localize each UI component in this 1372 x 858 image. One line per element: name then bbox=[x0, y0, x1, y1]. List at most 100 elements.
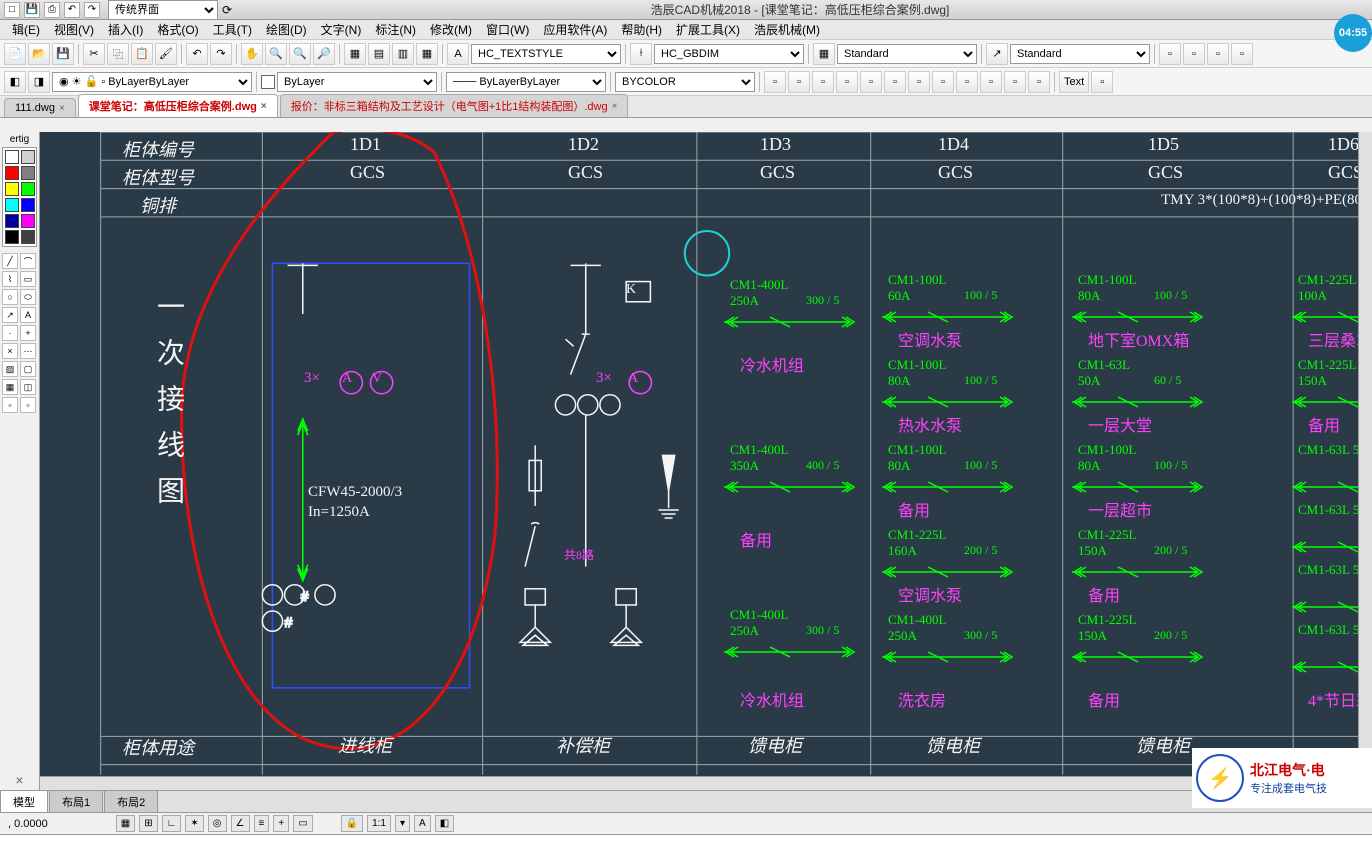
copy-icon[interactable]: ⿻ bbox=[107, 43, 129, 65]
mleader-icon[interactable]: ↗ bbox=[986, 43, 1008, 65]
dim-style-icon[interactable]: ⟊ bbox=[630, 43, 652, 65]
cut-icon[interactable]: ✂ bbox=[83, 43, 105, 65]
model-toggle[interactable]: ▭ bbox=[293, 815, 312, 832]
linetype-combo[interactable]: ─── ByLayerByLayer bbox=[446, 72, 606, 92]
tb2-icon-7[interactable]: ▫ bbox=[908, 71, 930, 93]
add-tool-icon[interactable]: + bbox=[20, 325, 36, 341]
tb2-icon-10[interactable]: ▫ bbox=[980, 71, 1002, 93]
color-swatch-gray[interactable] bbox=[21, 150, 35, 164]
qat-undo-icon[interactable]: ↶ bbox=[64, 2, 80, 18]
close-palette-icon[interactable]: × bbox=[2, 772, 37, 788]
zoom-prev-icon[interactable]: 🔍 bbox=[289, 43, 311, 65]
plot-style-combo[interactable]: BYCOLOR bbox=[615, 72, 755, 92]
text-tool-icon[interactable]: A bbox=[20, 307, 36, 323]
save-icon[interactable]: 💾 bbox=[52, 43, 74, 65]
tb2-icon-11[interactable]: ▫ bbox=[1004, 71, 1026, 93]
tb2-icon-12[interactable]: ▫ bbox=[1028, 71, 1050, 93]
arc-tool-icon[interactable]: ⌒ bbox=[20, 253, 36, 269]
vertical-scrollbar[interactable] bbox=[1358, 132, 1372, 774]
doc-tab[interactable]: 报价：非标三箱结构及工艺设计（电气图+1比1结构装配图）.dwg× bbox=[280, 94, 629, 117]
block-tool-icon[interactable]: ◫ bbox=[20, 379, 36, 395]
zoom-window-icon[interactable]: 🔍 bbox=[265, 43, 287, 65]
design-center-icon[interactable]: ▤ bbox=[368, 43, 390, 65]
menu-ext-tools[interactable]: 扩展工具(X) bbox=[670, 19, 746, 40]
tool-palette-icon[interactable]: ▥ bbox=[392, 43, 414, 65]
menu-draw[interactable]: 绘图(D) bbox=[260, 19, 313, 40]
qat-print-icon[interactable]: ⎙ bbox=[44, 2, 60, 18]
undo-icon[interactable]: ↶ bbox=[186, 43, 208, 65]
mleader-combo[interactable]: Standard bbox=[1010, 44, 1150, 64]
ellipse-tool-icon[interactable]: ⬭ bbox=[20, 289, 36, 305]
tb2-icon-9[interactable]: ▫ bbox=[956, 71, 978, 93]
dim-style-combo[interactable]: HC_GBDIM bbox=[654, 44, 804, 64]
hatch-tool-icon[interactable]: ▨ bbox=[2, 361, 18, 377]
dyn-toggle[interactable]: + bbox=[273, 815, 289, 832]
tb2-icon-3[interactable]: ▫ bbox=[812, 71, 834, 93]
drawing-canvas[interactable]: # # bbox=[40, 132, 1372, 790]
zoom-icon[interactable]: 🔎 bbox=[313, 43, 335, 65]
layer-combo[interactable]: ◉ ☀ 🔓 ▫ ByLayerByLayer bbox=[52, 72, 252, 92]
calc-icon[interactable]: ▦ bbox=[416, 43, 438, 65]
menu-window[interactable]: 窗口(W) bbox=[480, 19, 535, 40]
doc-tab[interactable]: 111.dwg× bbox=[4, 98, 76, 117]
polar-toggle[interactable]: ✶ bbox=[185, 815, 203, 832]
snap-toggle[interactable]: ▦ bbox=[116, 815, 135, 832]
menu-view[interactable]: 视图(V) bbox=[48, 19, 100, 40]
misc2-tool-icon[interactable]: ▫ bbox=[20, 397, 36, 413]
tb2-icon-5[interactable]: ▫ bbox=[860, 71, 882, 93]
qat-save-icon[interactable]: 💾 bbox=[24, 2, 40, 18]
menu-dimension[interactable]: 标注(N) bbox=[369, 19, 422, 40]
qat-redo-icon[interactable]: ↷ bbox=[84, 2, 100, 18]
tb-icon-2[interactable]: ▫ bbox=[1183, 43, 1205, 65]
misc-tool-icon[interactable]: ▫ bbox=[2, 397, 18, 413]
grid-toggle[interactable]: ⊞ bbox=[139, 815, 157, 832]
layer-mgr-icon[interactable]: ◧ bbox=[4, 71, 26, 93]
color-swatch-green[interactable] bbox=[21, 182, 35, 196]
color-swatch-dkgray[interactable] bbox=[21, 166, 35, 180]
interface-mode-combo[interactable]: 传统界面 bbox=[108, 0, 218, 20]
color-swatch-cyan[interactable] bbox=[5, 198, 19, 212]
menu-gstarcad[interactable]: 浩辰机械(M) bbox=[748, 19, 826, 40]
text-style-icon[interactable]: A bbox=[447, 43, 469, 65]
table-tool-icon[interactable]: ▦ bbox=[2, 379, 18, 395]
pline-tool-icon[interactable]: ⌇ bbox=[2, 271, 18, 287]
refresh-icon[interactable]: ⟳ bbox=[222, 3, 232, 17]
arrow-tool-icon[interactable]: ↗ bbox=[2, 307, 18, 323]
color-swatch-white[interactable] bbox=[5, 150, 19, 164]
more-tool-icon[interactable]: ⋯ bbox=[20, 343, 36, 359]
color-swatch-dkblue[interactable] bbox=[5, 214, 19, 228]
new-icon[interactable]: 📄 bbox=[4, 43, 26, 65]
color-swatch-magenta[interactable] bbox=[21, 214, 35, 228]
tb2-icon-2[interactable]: ▫ bbox=[788, 71, 810, 93]
text-icon[interactable]: Text bbox=[1059, 71, 1089, 93]
region-tool-icon[interactable]: ▢ bbox=[20, 361, 36, 377]
color-swatch[interactable] bbox=[261, 75, 275, 89]
lwt-toggle[interactable]: ≡ bbox=[254, 815, 270, 832]
paste-icon[interactable]: 📋 bbox=[131, 43, 153, 65]
color-swatch-red[interactable] bbox=[5, 166, 19, 180]
line-tool-icon[interactable]: ╱ bbox=[2, 253, 18, 269]
menu-tools[interactable]: 工具(T) bbox=[207, 19, 258, 40]
menu-text[interactable]: 文字(N) bbox=[315, 19, 368, 40]
color-swatch-vdkgray[interactable] bbox=[21, 230, 35, 244]
tb2-icon-8[interactable]: ▫ bbox=[932, 71, 954, 93]
rect-tool-icon[interactable]: ▭ bbox=[20, 271, 36, 287]
tb2-icon-4[interactable]: ▫ bbox=[836, 71, 858, 93]
menu-edit[interactable]: 辑(E) bbox=[6, 19, 46, 40]
tb2-icon-1[interactable]: ▫ bbox=[764, 71, 786, 93]
tb-icon-3[interactable]: ▫ bbox=[1207, 43, 1229, 65]
properties-icon[interactable]: ▦ bbox=[344, 43, 366, 65]
color-swatch-black[interactable] bbox=[5, 230, 19, 244]
horizontal-scrollbar[interactable] bbox=[40, 776, 1358, 790]
close-icon[interactable]: × bbox=[59, 103, 65, 114]
menu-format[interactable]: 格式(O) bbox=[151, 19, 204, 40]
close-icon[interactable]: × bbox=[261, 101, 267, 112]
circle-tool-icon[interactable]: ○ bbox=[2, 289, 18, 305]
otrack-toggle[interactable]: ∠ bbox=[231, 815, 250, 832]
layout-tab-1[interactable]: 布局1 bbox=[49, 790, 103, 814]
doc-tab[interactable]: 课堂笔记：高低压柜综合案例.dwg× bbox=[78, 94, 278, 117]
scale-display[interactable]: 1:1 bbox=[367, 815, 391, 832]
ortho-toggle[interactable]: ∟ bbox=[162, 815, 182, 832]
st-icon-2[interactable]: A bbox=[414, 815, 431, 832]
tb2-icon-14[interactable]: ▫ bbox=[1091, 71, 1113, 93]
